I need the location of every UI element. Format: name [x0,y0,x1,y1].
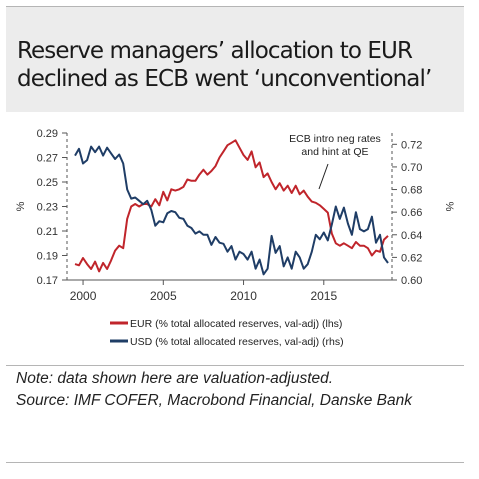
chart-area: 0.29 0.27 0.25 0.23 0.21 0.19 0.17 0.72 0.70 0.68… [6,112,464,367]
chart-svg: 0.29 0.27 0.25 0.23 0.21 0.19 0.17 0.72 0.70 0.68… [15,128,455,348]
x-tick-label: 2015 [310,289,337,303]
annotation-line-1: ECB intro neg rates [289,133,381,145]
eur-series-line [74,139,389,273]
left-tick-label: 0.21 [37,226,58,238]
notes: Note: data shown here are valuation-adju… [16,368,461,412]
note-text: Note: data shown here are valuation-adju… [16,370,334,387]
chart-title: Reserve managers’ allocation to EUR decl… [17,38,432,92]
right-axis-unit: % [443,202,455,212]
left-tick-label: 0.23 [37,202,58,214]
right-tick-label: 0.70 [401,162,422,174]
right-tick-label: 0.72 [401,139,422,151]
right-tick-label: 0.62 [401,252,422,264]
legend-usd-label: USD (% total allocated reserves, val-adj… [130,336,344,348]
legend-eur-label: EUR (% total allocated reserves, val-adj… [130,318,342,330]
right-tick-label: 0.66 [401,207,422,219]
title-box: Reserve managers’ allocation to EUR decl… [6,7,464,112]
source-text: Source: IMF COFER, Macrobond Financial, … [16,392,412,409]
separator [6,365,464,366]
left-tick-label: 0.19 [37,251,58,263]
right-tick-label: 0.64 [401,230,422,242]
x-tick-label: 2010 [230,289,257,303]
left-tick-label: 0.25 [37,177,58,189]
left-tick-label: 0.29 [37,128,58,140]
usd-series-line [74,145,389,276]
left-tick-label: 0.17 [37,275,58,287]
right-tick-label: 0.68 [401,185,422,197]
left-tick-label: 0.27 [37,153,58,165]
x-tick-label: 2005 [150,289,177,303]
chart-frame: Reserve managers’ allocation to EUR decl… [6,6,464,463]
x-tick-label: 2000 [70,289,97,303]
right-tick-label: 0.60 [401,275,422,287]
left-axis-unit: % [15,201,27,211]
annotation-line-2: and hint at QE [301,146,368,158]
annotation-pointer [318,163,329,190]
